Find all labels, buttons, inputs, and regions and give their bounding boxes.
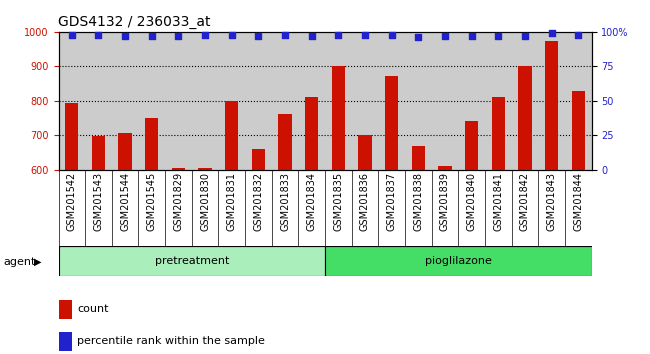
Point (547, 30, 557, 36)
Point (360, 32, 370, 38)
Text: GSM201836: GSM201836 (360, 172, 370, 231)
Text: GSM201840: GSM201840 (467, 172, 476, 231)
Point (307, 33, 317, 39)
Text: GSM201544: GSM201544 (120, 172, 130, 231)
Text: GSM201843: GSM201843 (547, 172, 556, 231)
Text: GSM201841: GSM201841 (493, 172, 503, 231)
Bar (571, 91, 585, 170)
Text: GSM201832: GSM201832 (254, 172, 263, 231)
Text: GSM201837: GSM201837 (387, 172, 396, 231)
Text: GSM201542: GSM201542 (67, 172, 77, 232)
Text: GSM201839: GSM201839 (440, 172, 450, 231)
Bar (225, 101, 239, 170)
Text: GSM201543: GSM201543 (94, 172, 103, 231)
Text: ▶: ▶ (34, 257, 42, 267)
Text: count: count (77, 304, 109, 314)
Bar (58, 332, 72, 351)
Text: GSM201844: GSM201844 (573, 172, 583, 231)
Bar (252, 149, 265, 170)
Bar (438, 166, 452, 170)
Point (280, 32, 291, 38)
Point (333, 32, 343, 38)
Text: agent: agent (3, 257, 36, 267)
Bar (305, 97, 318, 170)
Point (120, 33, 130, 39)
Bar (491, 97, 505, 170)
Text: pretreatment: pretreatment (155, 256, 229, 266)
Point (227, 32, 237, 38)
Text: pioglilazone: pioglilazone (425, 256, 491, 266)
Text: GSM201831: GSM201831 (227, 172, 237, 231)
Text: GSM201833: GSM201833 (280, 172, 290, 231)
FancyBboxPatch shape (58, 246, 325, 276)
Bar (358, 135, 372, 170)
Point (254, 33, 264, 39)
Bar (465, 121, 478, 170)
Text: GSM201830: GSM201830 (200, 172, 210, 231)
Bar (411, 147, 425, 170)
Point (173, 33, 184, 39)
Text: GSM201545: GSM201545 (147, 172, 157, 232)
Text: GDS4132 / 236033_at: GDS4132 / 236033_at (58, 16, 211, 29)
Point (493, 33, 504, 39)
Text: GSM201829: GSM201829 (174, 172, 183, 231)
Point (413, 35, 424, 40)
Bar (92, 136, 105, 170)
Bar (518, 67, 532, 170)
Text: GSM201834: GSM201834 (307, 172, 317, 231)
Point (147, 33, 157, 39)
Bar (58, 300, 72, 319)
FancyBboxPatch shape (325, 246, 592, 276)
Point (573, 32, 584, 38)
Text: percentile rank within the sample: percentile rank within the sample (77, 336, 265, 346)
Text: GSM201842: GSM201842 (520, 172, 530, 231)
Point (520, 33, 530, 39)
Point (67, 32, 77, 38)
Point (94, 32, 104, 38)
Point (386, 32, 396, 38)
Bar (332, 66, 345, 170)
Point (467, 33, 477, 39)
Bar (198, 167, 212, 170)
Bar (385, 76, 398, 170)
Bar (145, 118, 159, 170)
Point (200, 32, 211, 38)
Bar (172, 168, 185, 170)
Bar (278, 114, 292, 170)
Text: GSM201838: GSM201838 (413, 172, 423, 231)
Bar (65, 103, 79, 170)
Text: GSM201835: GSM201835 (333, 172, 343, 231)
Bar (545, 41, 558, 170)
Point (439, 33, 450, 39)
Bar (118, 133, 132, 170)
